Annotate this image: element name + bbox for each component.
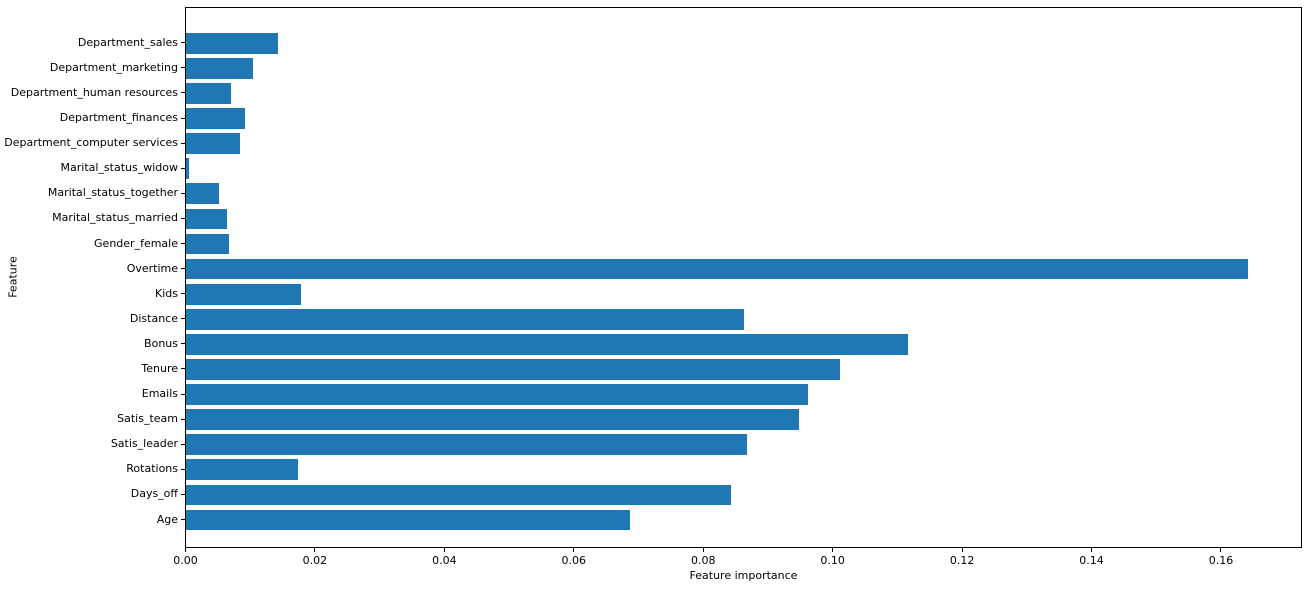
x-tick-mark [573,548,575,552]
y-tick-label: Distance [129,311,178,325]
y-tick-mark [181,42,185,44]
bar [186,334,909,355]
y-tick-mark [181,117,185,119]
bar [186,434,748,456]
x-tick-label: 0.02 [302,554,328,567]
y-tick-mark [181,318,185,320]
y-tick-label: Satis_leader [110,437,178,451]
y-tick-label: Gender_female [94,236,178,250]
x-tick-mark [1091,548,1093,552]
y-tick-label: Kids [155,286,178,300]
y-tick-mark [181,243,185,245]
y-tick-label: Department_sales [77,35,178,49]
x-tick-mark [185,548,186,552]
bar [186,233,230,255]
y-tick-mark [181,142,185,144]
y-tick-mark [181,443,185,445]
y-tick-label: Emails [141,387,178,401]
x-tick-label: 0.12 [949,554,975,567]
x-tick-mark [314,548,316,552]
y-tick-mark [181,167,185,169]
y-tick-label: Department_finances [59,111,178,125]
y-tick-mark [181,293,185,295]
y-tick-label: Marital_status_widow [60,161,178,175]
y-tick-label: Department_human resources [10,85,178,99]
y-tick-mark [181,92,185,94]
y-tick-label: Department_marketing [49,60,178,74]
y-tick-label: Overtime [126,261,178,275]
bar [186,509,630,531]
x-tick-mark [961,548,963,552]
x-tick-label: 0.00 [173,554,198,567]
bar [186,208,227,230]
bar [186,283,301,305]
x-tick-label: 0.08 [690,554,716,567]
bar [186,459,298,481]
bar [186,133,240,154]
y-tick-mark [181,393,185,395]
x-tick-label: 0.06 [561,554,587,567]
y-tick-label: Age [156,512,178,526]
y-tick-label: Satis_team [117,412,178,426]
y-tick-label: Rotations [126,462,178,476]
y-tick-mark [181,217,185,219]
bar [186,83,232,104]
bar [186,409,800,430]
plot-area [185,7,1302,548]
bar [186,58,253,79]
y-tick-mark [181,493,185,495]
bar [186,32,278,54]
y-tick-mark [181,192,185,194]
bar [186,183,219,205]
x-tick-mark [832,548,834,552]
y-tick-mark [181,368,185,370]
y-tick-label: Marital_status_married [52,211,178,225]
bar [186,308,744,330]
y-tick-label: Department_computer services [4,136,178,150]
x-axis-title: Feature importance [689,569,798,582]
x-tick-label: 0.14 [1079,554,1104,567]
bar [186,258,1249,280]
x-tick-mark [702,548,704,552]
y-tick-mark [181,519,185,520]
x-tick-mark [443,548,445,552]
y-tick-label: Tenure [141,361,178,375]
x-tick-label: 0.10 [820,554,845,567]
y-tick-mark [181,418,185,420]
bar [186,384,809,405]
bar [186,158,190,180]
bar [186,484,731,506]
x-tick-label: 0.04 [432,554,457,567]
y-tick-mark [181,468,185,470]
y-tick-label: Marital_status_together [47,186,178,200]
x-tick-label: 0.16 [1208,554,1234,567]
y-tick-label: Days_off [130,487,178,501]
bar [186,108,246,129]
y-tick-mark [181,268,185,270]
x-tick-mark [1220,548,1222,552]
y-tick-label: Bonus [144,336,178,350]
y-tick-mark [181,343,185,345]
y-tick-mark [181,67,185,69]
bar [186,359,841,380]
